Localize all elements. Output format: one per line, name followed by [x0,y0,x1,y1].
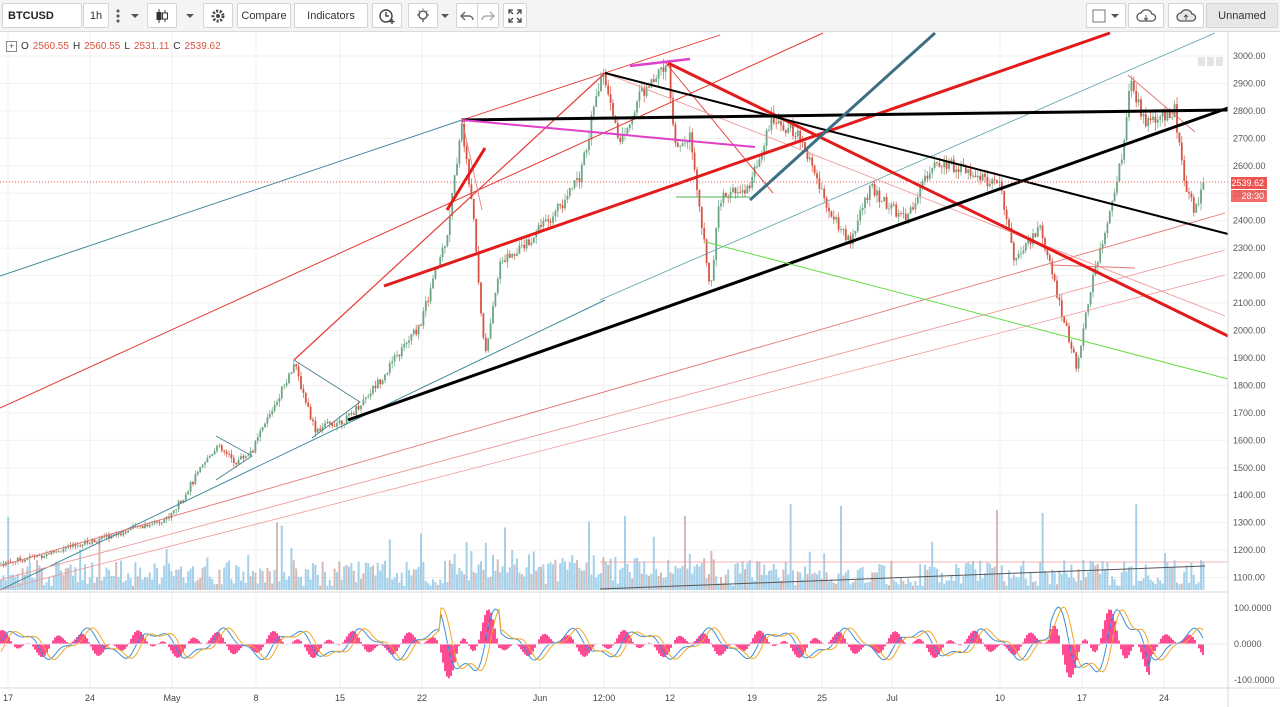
interval-dropdown-icon[interactable] [127,3,143,28]
indicators-button[interactable]: Indicators [294,3,368,28]
price-axis-label: 1600.00 [1233,435,1266,445]
price-chart-canvas[interactable]: 3000.002900.002800.002700.002600.002500.… [0,32,1280,707]
price-axis-label: 1300.00 [1233,518,1266,528]
time-axis-label: 24 [85,693,95,703]
cloud-save-icon[interactable] [1168,3,1204,28]
lightbulb-ideas-icon[interactable] [408,3,438,28]
candles-chart-type-icon[interactable] [147,3,177,28]
ideas-dropdown-icon[interactable] [437,3,453,28]
time-axis-label: May [163,693,181,703]
price-axis-label: 1900.00 [1233,353,1266,363]
time-axis-label: 19 [747,693,757,703]
price-axis-label: 1700.00 [1233,408,1266,418]
low-label: L [124,41,130,52]
price-axis-label: 2200.00 [1233,271,1266,281]
close-value: 2539.62 [184,41,221,52]
price-axis-label: 2000.00 [1233,326,1266,336]
price-axis-label: 2800.00 [1233,106,1266,116]
price-axis-label: 2600.00 [1233,161,1266,171]
time-axis-label: 17 [3,693,13,703]
undo-icon[interactable] [456,3,478,28]
time-axis-label: 10 [995,693,1005,703]
time-axis-label: 24 [1159,693,1169,703]
price-axis-label: 2100.00 [1233,298,1266,308]
price-axis-label: 2300.00 [1233,243,1266,253]
watermark-logo-icon [1198,57,1223,66]
open-label: O [21,41,29,52]
oscillator-axis-label: -100.0000 [1234,675,1275,685]
redo-icon[interactable] [477,3,499,28]
oscillator-axis-label: 0.0000 [1234,639,1262,649]
chart-type-dropdown-icon[interactable] [180,3,200,28]
ohlc-legend: + O 2560.55 H 2560.55 L 2531.11 C 2539.6… [6,41,221,52]
symbol-search-input[interactable]: BTCUSD [2,3,82,28]
price-axis-label: 1500.00 [1233,463,1266,473]
settings-gear-icon[interactable] [203,3,233,28]
time-axis-label: 25 [817,693,827,703]
close-label: C [173,41,181,52]
time-axis-label: 12:00 [593,693,616,703]
price-axis-label: 2700.00 [1233,133,1266,143]
time-axis-label: Jun [533,693,548,703]
price-axis-label: 1400.00 [1233,490,1266,500]
price-axis-label: 1200.00 [1233,545,1266,555]
expand-legend-icon[interactable]: + [6,41,17,52]
chart-area[interactable]: 3000.002900.002800.002700.002600.002500.… [0,32,1280,707]
top-toolbar: BTCUSD 1h Compare Indicators Unnamed [0,0,1280,32]
open-value: 2560.55 [32,41,69,52]
time-axis-label: 15 [335,693,345,703]
trendline-drawings [0,32,1229,591]
price-axis-label: 1100.00 [1233,573,1265,583]
oscillator-axis-label: 100.0000 [1234,603,1272,613]
time-axis-label: 22 [417,693,427,703]
bar-countdown-label: 28:30 [1231,190,1267,202]
time-axis-label: 17 [1077,693,1087,703]
interval-button[interactable]: 1h [83,3,109,28]
chart-layout-icon[interactable] [1086,3,1126,28]
time-axis-label: 12 [665,693,675,703]
compare-button[interactable]: Compare [237,3,291,28]
fullscreen-icon[interactable] [503,3,527,28]
high-label: H [72,41,81,52]
alert-clock-icon[interactable] [372,3,402,28]
time-axis-label: 8 [253,693,258,703]
price-axis-label: 2400.00 [1233,216,1266,226]
low-value: 2531.11 [133,41,170,52]
layout-name-button[interactable]: Unnamed [1206,3,1278,28]
price-axis-label: 1800.00 [1233,380,1266,390]
more-options-icon[interactable] [110,3,126,28]
cloud-download-icon[interactable] [1128,3,1164,28]
high-value: 2560.55 [84,41,121,52]
current-price-label: 2539.62 [1231,177,1267,189]
price-axis-label: 2900.00 [1233,78,1266,88]
time-axis-label: Jul [886,693,898,703]
price-axis-label: 3000.00 [1233,51,1266,61]
